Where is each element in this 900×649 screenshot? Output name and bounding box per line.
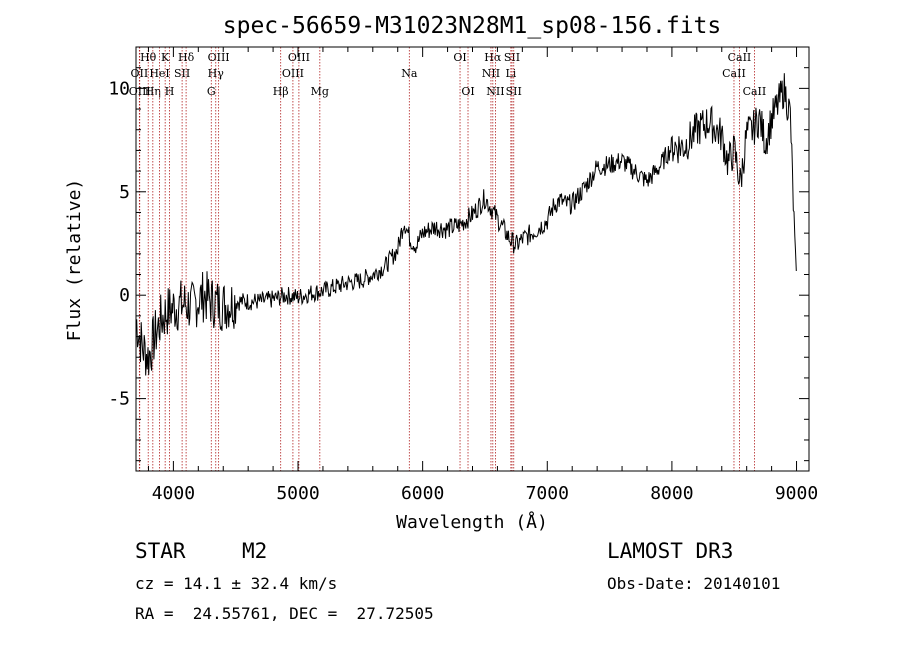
line-label: OIII: [282, 67, 304, 80]
y-tick-label: 5: [119, 182, 130, 203]
line-label: CaII: [728, 51, 752, 64]
line-label: CaII: [743, 85, 767, 98]
x-tick-label: 8000: [650, 483, 693, 504]
line-label: Hγ: [208, 67, 225, 80]
x-tick-label: 5000: [276, 483, 319, 504]
redshift-cz: cz = 14.1 ± 32.4 km/s: [135, 574, 338, 593]
ra-dec: RA = 24.55761, DEC = 27.72505: [135, 604, 434, 623]
x-axis-label: Wavelength (Å): [396, 511, 548, 533]
line-label: OIII: [208, 51, 230, 64]
line-label: HeI: [149, 67, 169, 80]
line-label: Na: [401, 67, 418, 80]
y-tick-label: -5: [108, 389, 130, 410]
line-label: OIII: [288, 51, 310, 64]
plot-frame: [135, 46, 810, 472]
line-label: G: [207, 85, 216, 98]
line-label: Hδ: [178, 51, 195, 64]
line-label: Li: [505, 67, 516, 80]
observation-date: Obs-Date: 20140101: [607, 574, 781, 593]
line-label: SII: [506, 85, 522, 98]
object-subclass: M2: [242, 539, 268, 563]
y-tick-label: 10: [108, 78, 130, 99]
line-label: SII: [174, 67, 190, 80]
y-tick-label: 0: [119, 285, 130, 306]
x-tick-label: 9000: [775, 483, 818, 504]
line-label: Hθ: [140, 51, 157, 64]
line-label: Hβ: [273, 85, 289, 98]
x-tick-label: 6000: [401, 483, 444, 504]
line-label: OI: [453, 51, 466, 64]
y-axis-label: Flux (relative): [64, 179, 85, 342]
line-label: Hα: [484, 51, 502, 64]
line-label: H: [165, 85, 175, 98]
line-label: OI: [461, 85, 474, 98]
x-tick-label: 7000: [526, 483, 569, 504]
x-tick-label: 4000: [152, 483, 195, 504]
object-class: STAR: [135, 539, 186, 563]
line-label: NII: [482, 67, 500, 80]
survey-name: LAMOST DR3: [607, 539, 734, 563]
line-label: SII: [504, 51, 520, 64]
spectrum-line: [135, 73, 797, 376]
line-label: Mg: [311, 85, 329, 98]
line-label: NII: [486, 85, 504, 98]
line-label: OII: [131, 67, 149, 80]
line-label: Hη: [145, 85, 161, 98]
line-label: CaII: [722, 67, 746, 80]
chart-title: spec-56659-M31023N28M1_sp08-156.fits: [223, 13, 722, 39]
line-label: K: [161, 51, 170, 64]
